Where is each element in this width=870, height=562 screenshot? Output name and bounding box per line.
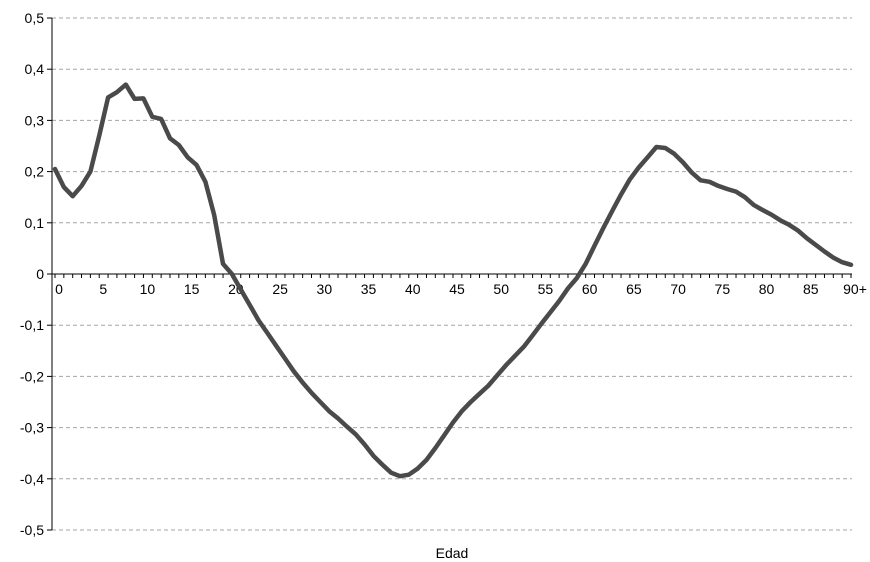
x-axis-title: Edad: [436, 545, 469, 561]
x-tick-label: 60: [582, 281, 598, 297]
y-tick-label: -0,3: [20, 420, 44, 436]
y-tick-label: 0,1: [25, 215, 45, 231]
y-tick-label: -0,4: [20, 471, 44, 487]
y-tick-label: -0,5: [20, 522, 44, 538]
x-tick-label: 75: [715, 281, 731, 297]
x-tick-label: 30: [317, 281, 333, 297]
x-tick-label: 80: [759, 281, 775, 297]
y-tick-label: 0,5: [25, 10, 45, 26]
series-line: [52, 82, 854, 479]
x-tick-label: 35: [361, 281, 377, 297]
y-tick-label: 0,4: [25, 61, 45, 77]
x-tick-label: 25: [272, 281, 288, 297]
y-tick-label: -0,2: [20, 368, 44, 384]
x-tick-label: 70: [670, 281, 686, 297]
x-tick-label: 85: [803, 281, 819, 297]
x-tick-label: 10: [140, 281, 156, 297]
gridlines: [52, 17, 852, 531]
x-tick-label: 15: [184, 281, 200, 297]
y-tick-label: -0,1: [20, 317, 44, 333]
x-tick-label: 40: [405, 281, 421, 297]
x-tick-label: 45: [449, 281, 465, 297]
x-tick-label: 0: [55, 281, 63, 297]
y-axis: 0,5 0,4 0,3 0,2 0,1 0 -0,1 -0,2 -0,3 -0,4 -0,5: [20, 10, 53, 538]
y-tick-label: 0,3: [25, 112, 45, 128]
x-tick-label: 5: [99, 281, 107, 297]
x-tick-label: 50: [493, 281, 509, 297]
x-tick-label: 65: [626, 281, 642, 297]
y-tick-label: 0: [36, 266, 44, 282]
x-tick-label: 55: [538, 281, 554, 297]
x-axis: 0 5 10 15 20 25 30 35 40 45 50 55 60 65 70 75 80 85 90+: [52, 273, 867, 297]
y-tick-label: 0,2: [25, 164, 45, 180]
x-tick-label: 90+: [843, 281, 867, 297]
